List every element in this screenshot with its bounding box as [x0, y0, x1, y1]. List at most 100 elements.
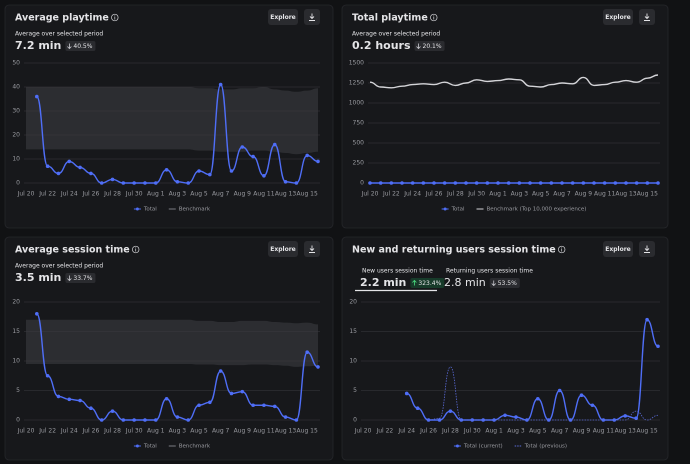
x-tick-label: Jul 24 — [397, 428, 415, 435]
y-tick-label: 0 — [360, 180, 364, 187]
y-tick-label: 15 — [12, 328, 20, 335]
x-tick-label: Jul 30 — [125, 428, 143, 435]
data-point — [579, 393, 584, 398]
legend: Total (current) Total (previous) — [453, 444, 567, 450]
chart-panel: Total playtime Explore Average over select… — [341, 4, 669, 229]
data-point — [528, 181, 532, 185]
data-point — [240, 389, 245, 394]
y-tick-label: 50 — [12, 60, 20, 67]
x-tick-label: Jul 28 — [103, 428, 121, 435]
panel-background — [341, 236, 669, 461]
data-point — [624, 181, 628, 185]
explore-button[interactable] — [603, 241, 633, 257]
change-value: 33.7% — [73, 275, 92, 282]
x-tick-label: Jul 20 — [17, 428, 35, 435]
x-tick-label: Jul 24 — [60, 428, 78, 435]
explore-button[interactable] — [268, 241, 298, 257]
data-point — [110, 177, 115, 182]
x-tick-label: Jul 26 — [419, 428, 437, 435]
data-point — [143, 418, 147, 422]
data-point — [549, 181, 554, 185]
subtitle: Average over selected period — [352, 31, 440, 38]
x-tick-label: Jul 30 — [125, 191, 143, 198]
data-point — [99, 181, 104, 185]
data-point — [240, 145, 245, 149]
legend-dot — [455, 444, 459, 448]
data-point — [404, 391, 409, 396]
explore-label[interactable]: Explore — [605, 14, 630, 21]
info-icon — [132, 245, 140, 254]
data-point — [197, 403, 201, 408]
tab-label[interactable]: Returning users session time — [446, 268, 533, 275]
y-tick-label: 20 — [12, 132, 20, 139]
data-point — [218, 82, 223, 87]
y-tick-label: 1250 — [349, 80, 364, 87]
x-tick-label: Aug 3 — [169, 191, 187, 198]
data-point — [656, 344, 660, 349]
x-tick-label: Aug 1 — [485, 428, 503, 435]
data-point — [415, 406, 420, 411]
data-point — [368, 181, 372, 185]
change-badge — [489, 278, 520, 288]
panel-title: Total playtime — [352, 13, 428, 24]
data-point — [421, 181, 426, 185]
x-tick-label: Aug 7 — [212, 191, 230, 198]
data-point — [132, 418, 136, 422]
data-point — [89, 171, 93, 176]
data-point — [218, 369, 223, 373]
tab-label[interactable]: New users session time — [362, 268, 433, 275]
y-tick-label: 5 — [16, 387, 20, 394]
data-point — [251, 403, 255, 408]
explore-label[interactable]: Explore — [605, 246, 630, 253]
data-point — [251, 154, 255, 159]
data-point — [634, 181, 639, 185]
change-badge — [65, 41, 96, 51]
x-tick-label: Aug 1 — [147, 428, 165, 435]
panel-title: Average playtime — [15, 13, 109, 24]
data-point — [197, 169, 201, 173]
x-tick-label: Jul 26 — [81, 428, 99, 435]
y-tick-label: 5 — [353, 387, 357, 394]
tab-stat[interactable]: 2.2 min — [360, 276, 406, 289]
data-point — [305, 350, 309, 354]
data-point — [121, 181, 126, 185]
x-tick-label: Jul 28 — [446, 191, 464, 198]
subtitle: Average over selected period — [15, 263, 103, 270]
data-point — [453, 181, 458, 185]
series-line — [369, 74, 659, 89]
legend-dot — [135, 444, 139, 448]
data-point — [602, 181, 607, 185]
legend-dot — [443, 207, 447, 211]
data-point — [568, 418, 573, 422]
explore-label[interactable]: Explore — [270, 246, 295, 253]
data-point — [581, 181, 586, 185]
data-point — [164, 396, 169, 401]
x-tick-label: Aug 9 — [573, 428, 591, 435]
benchmark-band — [26, 87, 318, 155]
x-tick-label: Jul 24 — [60, 191, 78, 198]
x-tick-label: Aug 5 — [532, 191, 550, 198]
download-icon — [309, 13, 315, 21]
y-tick-label: 250 — [353, 160, 365, 167]
change-value: 40.5% — [73, 43, 92, 50]
stat-value: 0.2 hours — [352, 39, 411, 52]
x-tick-label: Aug 11 — [594, 191, 615, 198]
data-point — [283, 415, 288, 419]
data-point — [175, 415, 180, 419]
y-tick-label: 15 — [349, 328, 357, 335]
legend: Total Benchmark — [133, 444, 211, 450]
data-point — [294, 418, 299, 422]
change-badge — [65, 273, 96, 283]
x-tick-label: Aug 7 — [212, 428, 230, 435]
tab-stat[interactable]: 2.8 min — [444, 276, 486, 289]
explore-button[interactable] — [603, 9, 633, 25]
y-tick-label: 1000 — [349, 100, 364, 107]
data-point — [448, 409, 453, 413]
data-point — [645, 181, 650, 185]
explore-button[interactable] — [268, 9, 298, 25]
y-tick-label: 750 — [353, 120, 365, 127]
data-point — [536, 396, 540, 401]
x-tick-label: Jul 20 — [17, 191, 35, 198]
explore-label[interactable]: Explore — [270, 14, 295, 21]
